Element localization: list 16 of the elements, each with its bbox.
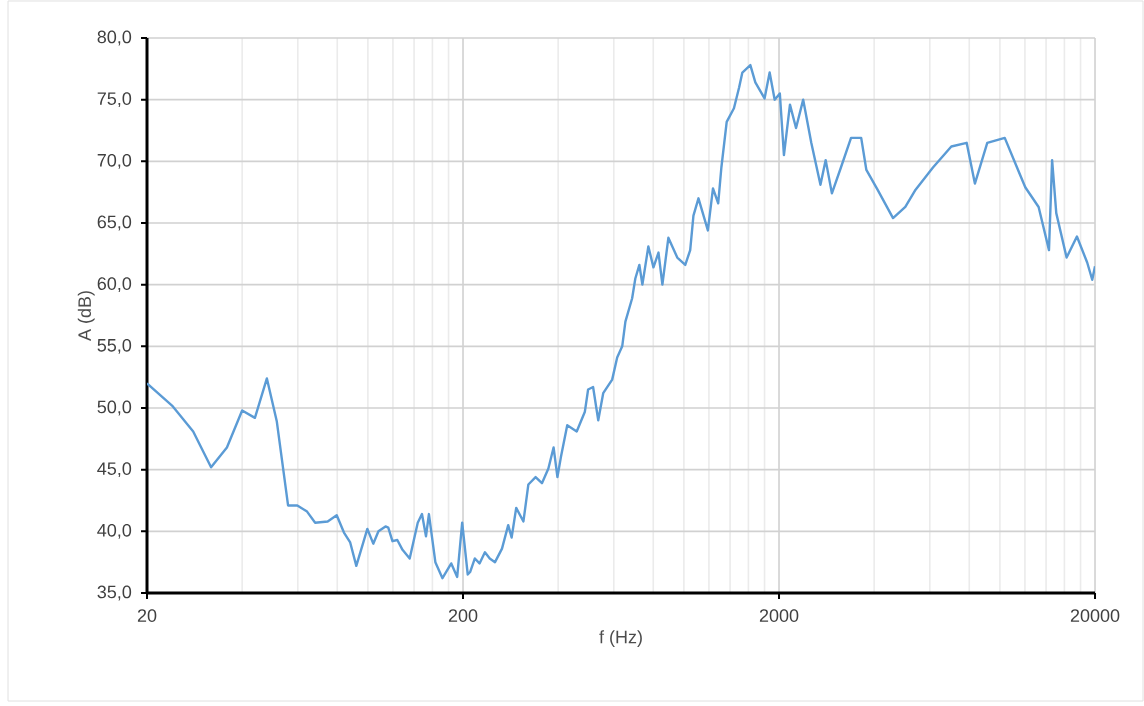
x-axis-title: f (Hz) (599, 630, 642, 647)
y-tick-label: 60,0 (97, 277, 132, 293)
y-tick-label: 45,0 (97, 462, 132, 478)
y-axis-title: A (dB) (77, 291, 95, 341)
x-tick-label: 2000 (759, 609, 799, 622)
x-tick-label: 20000 (1070, 609, 1120, 622)
y-tick-label: 35,0 (97, 585, 132, 601)
x-tick-label: 20 (137, 609, 157, 622)
y-tick-label: 55,0 (97, 338, 132, 354)
y-tick-label: 65,0 (97, 215, 132, 231)
y-tick-label: 70,0 (97, 153, 132, 169)
y-tick-label: 50,0 (97, 400, 132, 416)
y-tick-label: 80,0 (97, 30, 132, 46)
x-tick-label: 200 (448, 609, 478, 622)
y-tick-label: 40,0 (97, 523, 132, 539)
y-tick-label: 75,0 (97, 92, 132, 108)
